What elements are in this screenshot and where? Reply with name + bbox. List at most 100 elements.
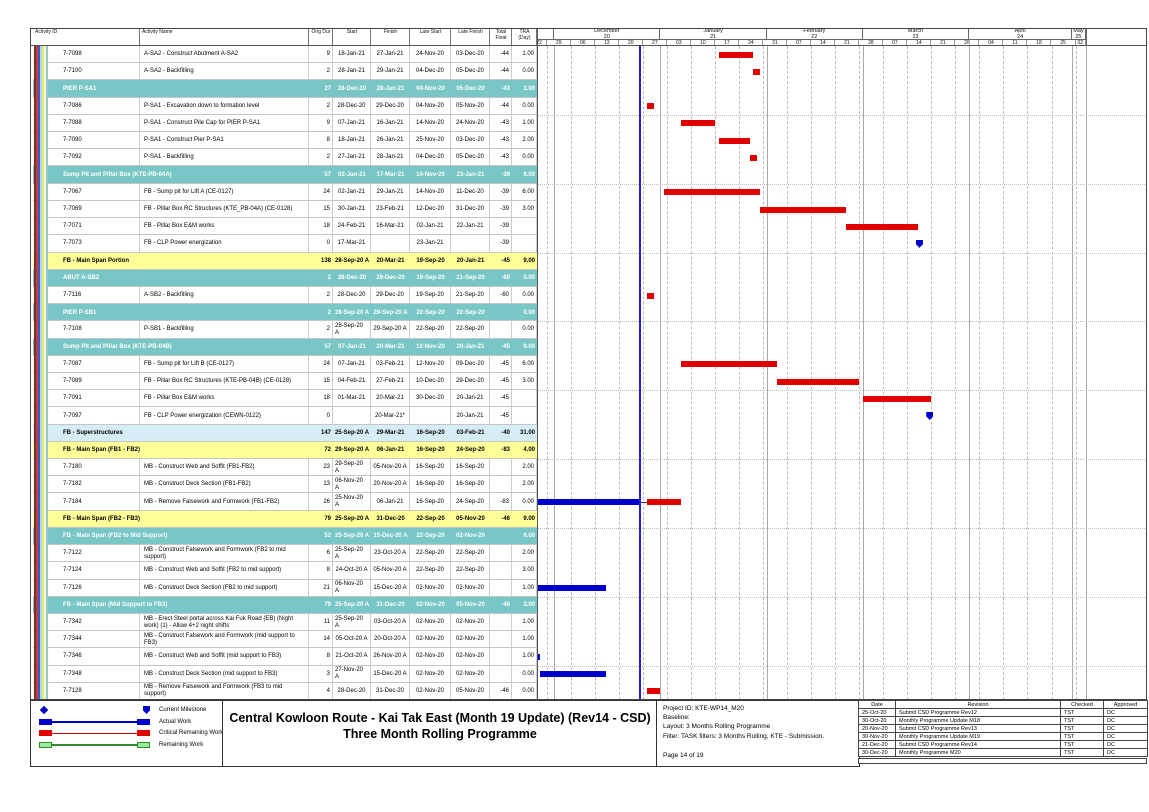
cell-tra <box>512 218 537 236</box>
week-gridline <box>571 46 573 700</box>
cell-orig_dur: 2 <box>309 321 333 339</box>
cell-tra: 1.00 <box>512 46 537 64</box>
group-cell-orig_dur: 57 <box>324 172 331 179</box>
group-band-yellow <box>33 441 537 460</box>
group-cell-tra: 3.00 <box>523 602 535 609</box>
group-cell-late_start: 22-Sep-20 <box>416 309 445 316</box>
cell-activity_id: 7-7091 <box>33 390 140 408</box>
group-cell-late_finish: 21-Sep-20 <box>456 275 485 282</box>
row-sightline <box>537 252 1147 254</box>
cell-late_finish: 20-Jan-21 <box>451 407 490 425</box>
cell-total_float: -60 <box>490 286 512 305</box>
cell-activity_name: MB - Remove Falsework and Formwork (FB1-… <box>140 493 309 511</box>
group-cell-late_finish: 05-Nov-20 <box>456 516 485 523</box>
cell-late_finish: 22-Sep-20 <box>451 545 490 563</box>
cell-activity_id: 7-7128 <box>33 682 140 700</box>
cell-orig_dur: 8 <box>309 562 333 580</box>
cell-finish: 29-Dec-20 <box>371 97 410 115</box>
gantt-bar-critical <box>759 206 846 213</box>
layout-label: Layout: 3 Months Rolling Programme <box>663 723 771 731</box>
cell-late_start: 22-Sep-20 <box>410 321 451 339</box>
cell-late_finish: 11-Dec-20 <box>451 183 490 201</box>
cell-activity_name: MB - Erect Steel portal across Kai Fuk R… <box>140 613 309 632</box>
group-cell-late_start: 22-Sep-20 <box>416 533 445 540</box>
cell-orig_dur: 18 <box>309 390 333 408</box>
row-separator <box>33 647 537 649</box>
cell-start <box>333 407 371 425</box>
cell-activity_id: 7-7184 <box>33 493 140 511</box>
cell-orig_dur: 21 <box>309 579 333 597</box>
row-separator <box>33 389 537 391</box>
row-separator <box>33 630 537 632</box>
cell-total_float: -45 <box>490 407 512 425</box>
group-cell-start: 25-Sep-20 A <box>334 430 370 437</box>
cell-total_float <box>490 321 512 339</box>
timescale-week-tick: 22 <box>537 40 548 46</box>
cell-late_finish: 22-Jan-21 <box>451 218 490 236</box>
cell-late_finish: 24-Sep-20 <box>451 493 490 511</box>
cell-late_finish: 02-Nov-20 <box>451 665 490 683</box>
gantt-bar-critical <box>646 103 654 110</box>
cell-orig_dur: 2 <box>309 97 333 115</box>
group-band-teal <box>33 304 537 322</box>
cell-late_start: 16-Sep-20 <box>410 493 451 511</box>
group-label: ABUT A-SB2 <box>63 275 100 282</box>
timescale-month-May: May 25 <box>1072 28 1086 40</box>
row-separator <box>33 406 537 408</box>
month-gridline <box>969 46 971 700</box>
month-label: December <box>594 28 620 34</box>
wbs-color-stripe <box>36 46 38 700</box>
group-label: PIER P-SA1 <box>63 86 97 92</box>
cell-orig_dur: 4 <box>309 682 333 700</box>
cell-activity_id: 7-7097 <box>33 407 140 425</box>
row-separator <box>33 440 537 442</box>
row-separator <box>33 337 537 339</box>
cell-late_finish: 24-Nov-20 <box>451 114 490 133</box>
cell-late_finish: 29-Dec-20 <box>451 373 490 391</box>
group-label: Sump Pit and Pillar Box (KTE-PB-04B) <box>63 344 172 351</box>
group-label: PIER P-SB1 <box>63 309 97 316</box>
cell-total_float: -83 <box>490 493 512 511</box>
column-header-activity_name: Activity Name <box>140 28 309 46</box>
cell-finish: 20-Mar-21 <box>371 390 410 408</box>
row-separator <box>33 165 537 167</box>
cell-late_finish: 20-Jan-21 <box>451 390 490 408</box>
legend-label: Remaining Work <box>159 741 204 748</box>
cell-activity_name: FB - CLP Power energization <box>140 235 309 253</box>
cell-start: 24-Feb-21 <box>333 218 371 236</box>
cell-start: 28-Dec-20 <box>333 97 371 115</box>
row-sightline <box>537 596 1147 598</box>
week-gridline <box>835 46 837 700</box>
week-gridline <box>979 46 981 700</box>
cell-activity_name: P-SA1 - Construct Pile Cap for PIER P-SA… <box>140 114 309 133</box>
cell-activity_name: MB - Construct Web and Soffit (FB2 to mi… <box>140 562 309 580</box>
group-label: Sump Pit and Pillar Box (KTE-PB-04A) <box>63 172 172 179</box>
row-separator <box>33 544 537 546</box>
cell-activity_name: A-SA2 - Backfilling <box>140 63 309 81</box>
cell-late_finish: 03-Dec-20 <box>451 46 490 64</box>
month-sub-label: 23 <box>912 34 919 40</box>
row-separator <box>33 113 537 115</box>
row-separator <box>33 354 537 356</box>
cell-activity_name: MB - Construct Web and Soffit (FB1-FB2) <box>140 459 309 477</box>
cell-total_float: -43 <box>490 114 512 133</box>
cell-start: 28-Dec-20 <box>333 286 371 305</box>
cell-tra: 1.00 <box>512 114 537 133</box>
cell-tra: 2.00 <box>512 476 537 494</box>
group-cell-finish: 31-Dec-20 <box>376 516 405 523</box>
week-gridline <box>763 46 765 700</box>
cell-tra <box>512 390 537 408</box>
group-cell-finish: 29-Sep-20 A <box>373 309 408 316</box>
row-sightline <box>537 114 1147 116</box>
timescale-month-March: March 23 <box>862 28 970 40</box>
cell-finish: 27-Jan-21 <box>371 46 410 64</box>
cell-activity_name: FB - Pillar Box E&M works <box>140 218 309 236</box>
gantt-bar-critical <box>845 223 918 230</box>
timescale-month-December: December 20 <box>554 28 661 40</box>
cell-late_finish: 05-Nov-20 <box>451 682 490 700</box>
gantt-bar-actual <box>537 499 640 506</box>
group-cell-late_start: 16-Sep-20 <box>416 430 445 437</box>
cell-activity_id: 7-7180 <box>33 459 140 477</box>
wbs-color-stripe <box>46 46 48 700</box>
week-gridline <box>811 46 813 700</box>
